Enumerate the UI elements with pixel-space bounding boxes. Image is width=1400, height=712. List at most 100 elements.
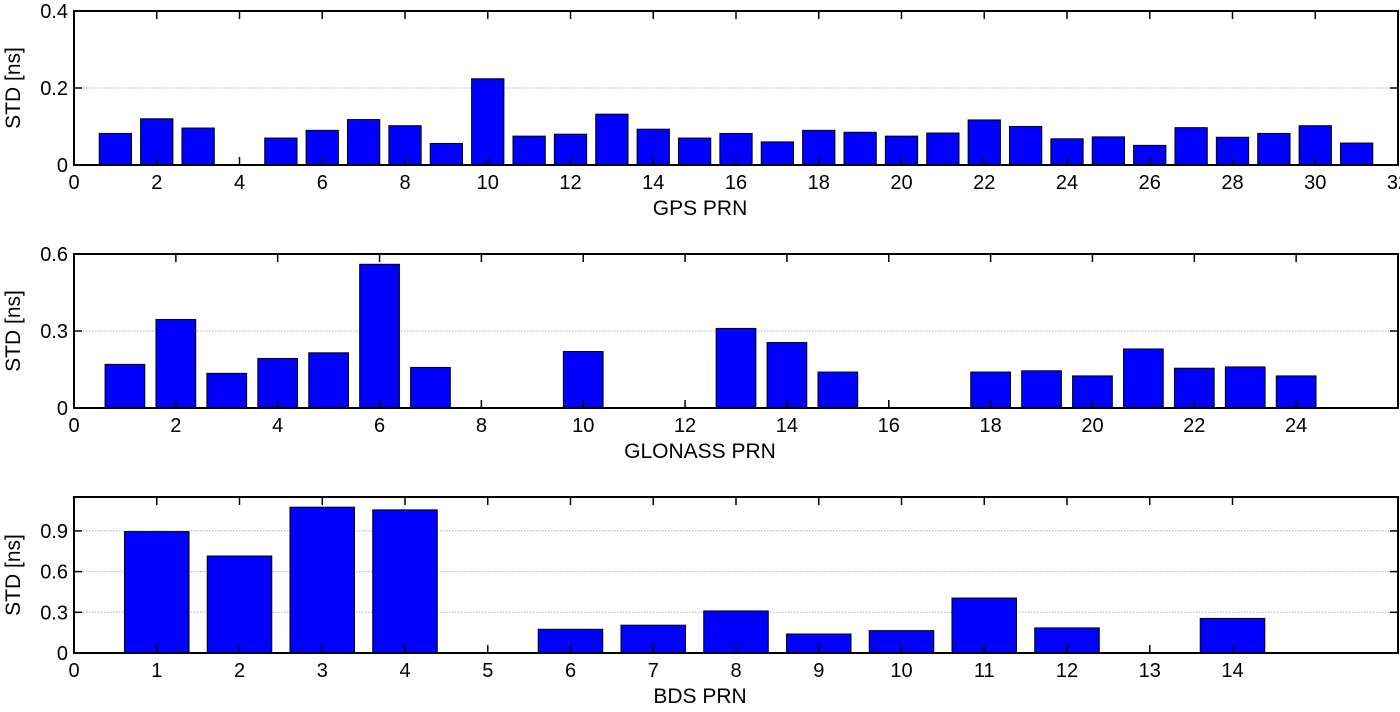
gps-bar-prn-3 [181, 127, 215, 166]
glonass-bar-prn-23 [1224, 366, 1266, 409]
bds-bar-prn-11 [951, 597, 1018, 654]
gps-x-tick-label: 18 [808, 172, 830, 194]
gps-y-tick-label: 0 [57, 155, 68, 177]
bds-bar-prn-1 [123, 531, 190, 654]
gps-x-tick-label: 32 [1387, 172, 1400, 194]
gps-bar-prn-17 [760, 141, 795, 166]
gps-x-tick-label: 8 [399, 172, 410, 194]
gps-bar-prn-5 [264, 137, 298, 166]
bds-x-tick-label: 6 [565, 660, 576, 682]
glonass-bar-prn-15 [817, 371, 859, 409]
glonass-bar-prn-6 [359, 263, 400, 409]
glonass-x-tick-label: 22 [1183, 415, 1205, 437]
gps-bar-prn-13 [595, 113, 629, 166]
gps-x-tick-label: 4 [234, 172, 245, 194]
glonass-x-tick-label: 14 [776, 415, 798, 437]
glonass-x-tick-label: 4 [272, 415, 283, 437]
bds-x-tick-label: 14 [1221, 660, 1243, 682]
glonass-x-tick-label: 16 [878, 415, 900, 437]
glonass-x-tick-label: 0 [68, 415, 79, 437]
gps-y-tick-label: 0.2 [40, 78, 68, 100]
bds-x-tick-label: 1 [151, 660, 162, 682]
gps-y-tick-label: 0.4 [40, 1, 68, 23]
bds-x-tick-label: 4 [399, 660, 410, 682]
glonass-x-axis-title: GLONASS PRN [624, 440, 776, 463]
gps-x-tick-label: 2 [151, 172, 162, 194]
bds-y-tick-label: 0.3 [40, 602, 68, 624]
bds-x-tick-label: 5 [482, 660, 493, 682]
glonass-x-tick-label: 12 [674, 415, 696, 437]
bds-y-tick-label: 0.9 [40, 521, 68, 543]
glonass-x-tick-label: 6 [374, 415, 385, 437]
gps-bar-prn-10 [471, 78, 505, 166]
bds-x-tick-label: 8 [730, 660, 741, 682]
gps-bar-prn-9 [429, 142, 464, 166]
glonass-bar-prn-21 [1123, 348, 1164, 409]
glonass-x-tick-label: 18 [979, 415, 1001, 437]
gps-bar-prn-11 [512, 135, 546, 166]
bds-y-tick-label: 0.6 [40, 562, 68, 584]
glonass-y-tick-label: 0.6 [40, 244, 68, 266]
gps-x-tick-label: 0 [68, 172, 79, 194]
gps-x-tick-label: 24 [1056, 172, 1078, 194]
glonass-x-tick-label: 8 [476, 415, 487, 437]
glonass-bar-prn-19 [1021, 370, 1062, 409]
gps-bar-prn-7 [346, 119, 381, 166]
gps-bar-prn-23 [1008, 126, 1043, 166]
glonass-bar-prn-1 [104, 363, 146, 409]
glonass-bar-prn-22 [1173, 367, 1215, 409]
glonass-x-tick-label: 2 [170, 415, 181, 437]
bds-y-tick-label: 0 [57, 643, 68, 665]
glonass-bar-prn-7 [410, 366, 451, 409]
glonass-x-tick-label: 24 [1285, 415, 1307, 437]
bds-x-tick-label: 12 [1056, 660, 1078, 682]
gps-x-tick-label: 30 [1304, 172, 1326, 194]
gps-y-axis-title: STD [ns] [2, 47, 25, 129]
bds-x-tick-label: 3 [317, 660, 328, 682]
glonass-y-axis-title: STD [ns] [2, 290, 25, 372]
gps-bar-prn-25 [1091, 136, 1126, 166]
gps-x-tick-label: 12 [559, 172, 581, 194]
gps-x-tick-label: 6 [317, 172, 328, 194]
gps-x-axis-title: GPS PRN [653, 197, 748, 220]
gps-x-tick-label: 10 [477, 172, 499, 194]
gps-x-tick-label: 14 [642, 172, 664, 194]
gps-std-panel: 0246810121416182022242628303200.20.4GPS … [2, 1, 1400, 220]
glonass-bar-prn-10 [562, 351, 604, 409]
bds-x-tick-label: 11 [974, 660, 995, 682]
glonass-x-tick-label: 10 [572, 415, 594, 437]
glonass-bar-prn-13 [715, 327, 757, 409]
gps-x-tick-label: 16 [725, 172, 747, 194]
gps-bar-prn-29 [1257, 132, 1291, 166]
bds-x-tick-label: 0 [68, 660, 79, 682]
gps-bar-prn-19 [843, 131, 877, 166]
gps-x-tick-label: 20 [890, 172, 912, 194]
glonass-bar-prn-3 [206, 372, 248, 409]
bds-y-axis-title: STD [ns] [2, 534, 25, 616]
bds-x-tick-label: 9 [813, 660, 824, 682]
bds-x-axis-title: BDS PRN [653, 685, 746, 708]
bds-x-tick-label: 7 [648, 660, 659, 682]
glonass-y-tick-label: 0 [57, 398, 68, 420]
bds-bar-prn-4 [372, 509, 438, 654]
glonass-bar-prn-2 [155, 318, 197, 409]
glonass-y-tick-label: 0.3 [40, 321, 68, 343]
gps-x-tick-label: 28 [1221, 172, 1243, 194]
glonass-bar-prn-14 [766, 342, 808, 409]
gps-bar-prn-21 [926, 132, 960, 166]
glonass-bar-prn-5 [308, 352, 349, 409]
gps-bar-prn-1 [98, 132, 133, 166]
glonass-x-tick-label: 20 [1081, 415, 1103, 437]
bds-x-tick-label: 10 [890, 660, 912, 682]
gps-bar-prn-31 [1339, 142, 1374, 166]
gps-x-tick-label: 22 [973, 172, 995, 194]
gps-bar-prn-27 [1174, 127, 1208, 166]
gps-x-tick-label: 26 [1139, 172, 1161, 194]
gps-bar-prn-15 [677, 137, 712, 166]
bds-bar-prn-3 [289, 506, 356, 654]
bds-x-tick-label: 13 [1139, 660, 1161, 682]
bds-bar-prn-2 [206, 555, 273, 654]
